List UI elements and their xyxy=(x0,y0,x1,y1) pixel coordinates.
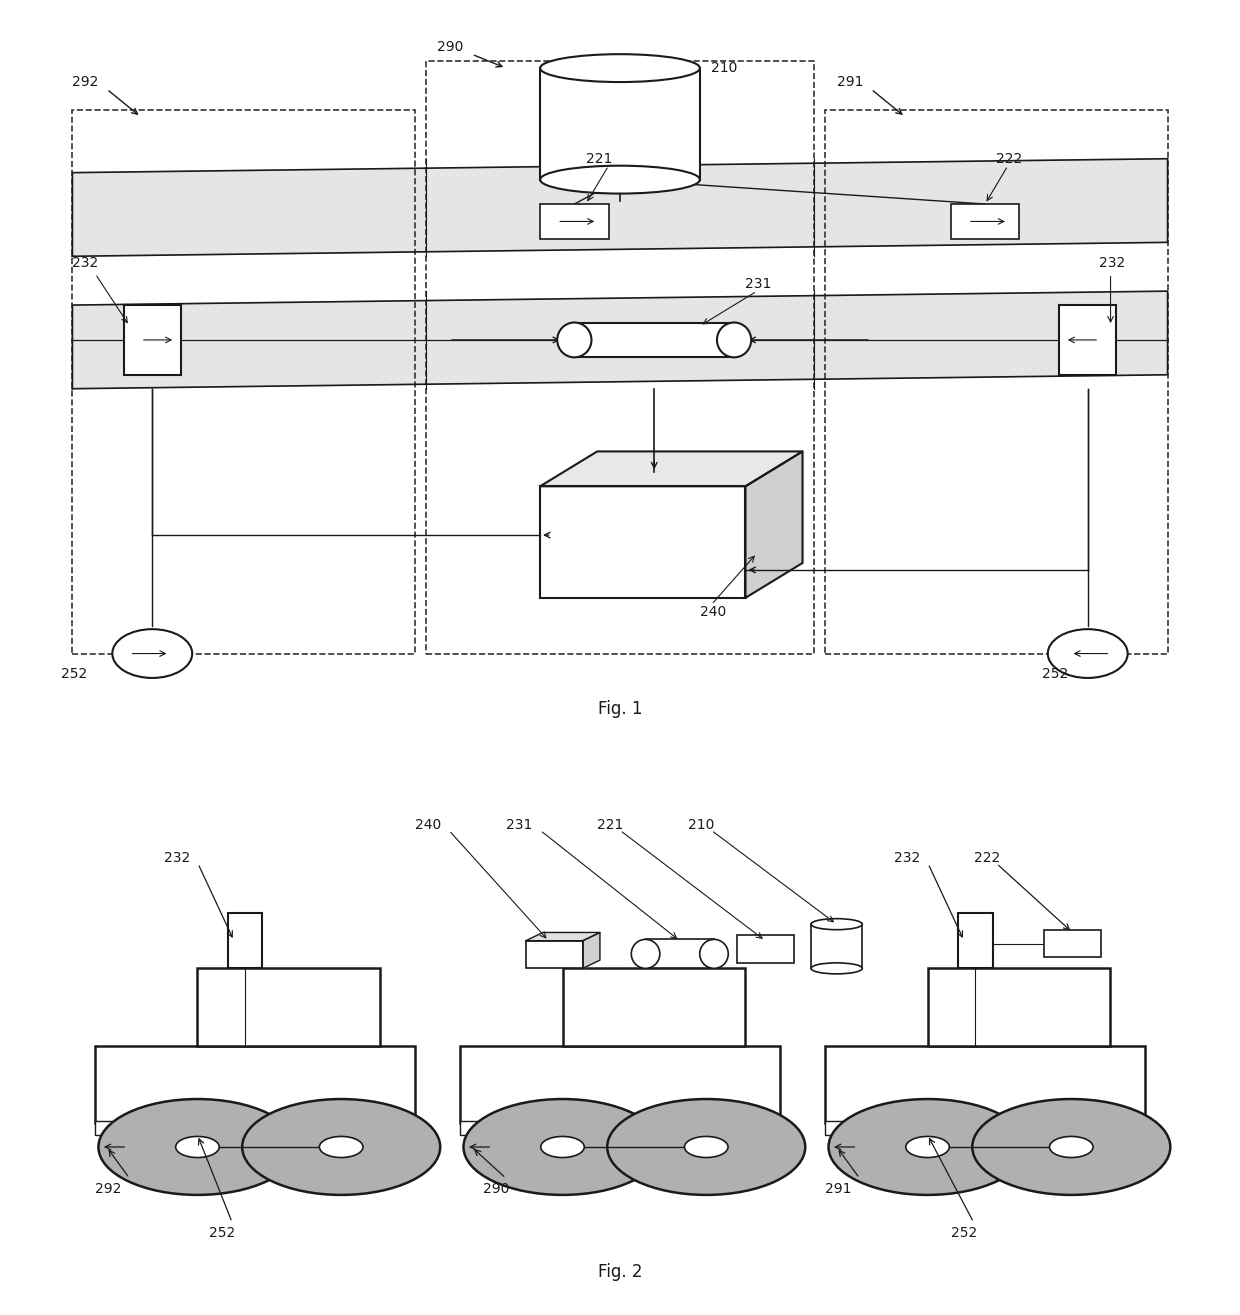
Bar xyxy=(72,110,414,654)
Text: 222: 222 xyxy=(997,151,1023,166)
Bar xyxy=(737,935,794,963)
Bar xyxy=(826,1045,1145,1123)
Circle shape xyxy=(828,1099,1027,1195)
Text: Fig. 1: Fig. 1 xyxy=(598,701,642,718)
Circle shape xyxy=(113,629,192,679)
Text: 210: 210 xyxy=(712,60,738,75)
Bar xyxy=(826,110,1168,654)
Circle shape xyxy=(242,1099,440,1195)
Circle shape xyxy=(320,1136,363,1157)
Circle shape xyxy=(1049,1136,1094,1157)
Polygon shape xyxy=(72,159,1168,256)
Bar xyxy=(811,924,862,968)
Polygon shape xyxy=(745,451,802,598)
Polygon shape xyxy=(583,932,600,968)
Ellipse shape xyxy=(557,322,591,358)
Ellipse shape xyxy=(699,939,728,968)
Circle shape xyxy=(972,1099,1171,1195)
Ellipse shape xyxy=(631,939,660,968)
Text: 232: 232 xyxy=(72,256,99,271)
Circle shape xyxy=(684,1136,728,1157)
Ellipse shape xyxy=(541,54,699,82)
Bar xyxy=(541,204,609,239)
Text: 232: 232 xyxy=(1099,256,1126,271)
Text: 252: 252 xyxy=(1042,668,1069,681)
Text: 291: 291 xyxy=(837,75,863,89)
Text: 292: 292 xyxy=(72,75,99,89)
Polygon shape xyxy=(526,932,600,940)
Text: Fig. 2: Fig. 2 xyxy=(598,1264,642,1281)
Text: 232: 232 xyxy=(894,851,920,865)
Bar xyxy=(95,1120,143,1135)
Text: 252: 252 xyxy=(210,1227,236,1240)
Ellipse shape xyxy=(811,919,862,930)
Circle shape xyxy=(98,1099,296,1195)
Bar xyxy=(427,62,813,654)
Circle shape xyxy=(1048,629,1127,679)
Ellipse shape xyxy=(717,322,751,358)
Circle shape xyxy=(905,1136,950,1157)
Bar xyxy=(563,968,745,1045)
Bar xyxy=(959,913,992,968)
Text: 210: 210 xyxy=(688,818,714,832)
Bar xyxy=(124,305,181,375)
Text: 292: 292 xyxy=(95,1182,122,1197)
Bar xyxy=(460,1120,508,1135)
Ellipse shape xyxy=(541,166,699,193)
Text: 290: 290 xyxy=(438,41,464,54)
Bar xyxy=(928,968,1110,1045)
Bar xyxy=(826,1120,873,1135)
Circle shape xyxy=(176,1136,219,1157)
Bar xyxy=(646,939,714,968)
Bar xyxy=(197,968,379,1045)
Bar xyxy=(951,204,1019,239)
Text: 240: 240 xyxy=(699,605,727,619)
Polygon shape xyxy=(72,291,1168,389)
Bar xyxy=(1044,930,1101,957)
Text: 290: 290 xyxy=(484,1182,510,1197)
Bar xyxy=(574,322,734,358)
Text: 240: 240 xyxy=(414,818,441,832)
Ellipse shape xyxy=(811,963,862,974)
Text: 221: 221 xyxy=(598,818,624,832)
Bar xyxy=(228,913,263,968)
Text: 222: 222 xyxy=(973,851,999,865)
Bar xyxy=(1059,305,1116,375)
Bar xyxy=(526,940,583,968)
Circle shape xyxy=(464,1099,661,1195)
Circle shape xyxy=(608,1099,805,1195)
Bar xyxy=(541,68,699,180)
Bar xyxy=(460,1045,780,1123)
Polygon shape xyxy=(541,451,802,487)
Circle shape xyxy=(541,1136,584,1157)
Text: 232: 232 xyxy=(164,851,190,865)
Text: 252: 252 xyxy=(951,1227,977,1240)
Text: 252: 252 xyxy=(61,668,87,681)
Text: 231: 231 xyxy=(745,277,771,291)
Text: 291: 291 xyxy=(826,1182,852,1197)
Bar xyxy=(541,487,745,598)
Text: 231: 231 xyxy=(506,818,532,832)
Bar xyxy=(95,1045,414,1123)
Text: 221: 221 xyxy=(585,151,613,166)
